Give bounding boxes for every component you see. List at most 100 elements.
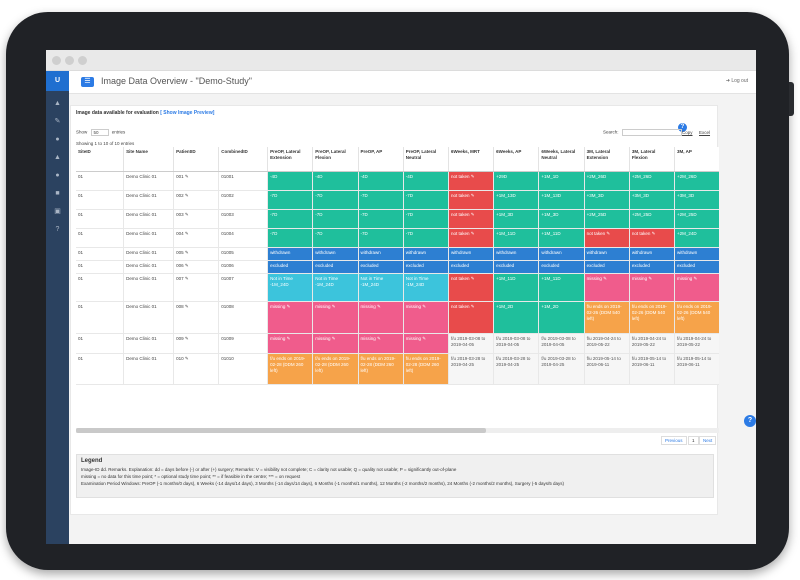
status-cell[interactable]: f/u ends on 2019-02-28 (DDM 260 left)	[267, 353, 314, 385]
status-cell[interactable]: withdrawn	[312, 247, 359, 261]
status-cell[interactable]: -7D	[403, 228, 449, 248]
window-minimize-dot[interactable]	[65, 56, 74, 65]
status-cell[interactable]: f/u 2019-04-24 to 2019-05-22	[629, 333, 676, 354]
status-cell[interactable]: +3M_3D	[674, 190, 719, 210]
status-cell[interactable]: f/u 2019-03-28 to 2019-04-25	[538, 353, 585, 385]
status-cell[interactable]: +1M_3D	[538, 209, 585, 229]
status-cell[interactable]: missing ✎	[358, 301, 404, 334]
status-cell[interactable]: missing ✎	[358, 333, 404, 354]
status-cell[interactable]: +1M_2D	[493, 301, 540, 334]
entries-per-page-select[interactable]: 50	[90, 129, 109, 136]
status-cell[interactable]: -7D	[312, 228, 359, 248]
status-cell[interactable]: excluded	[312, 260, 359, 274]
status-cell[interactable]: withdrawn	[538, 247, 585, 261]
status-cell[interactable]: f/u 2019-05-14 to 2019-06-11	[674, 353, 719, 385]
status-cell[interactable]: withdrawn	[358, 247, 404, 261]
status-cell[interactable]: not taken ✎	[448, 301, 495, 334]
cell-patient[interactable]: 007 ✎	[173, 273, 220, 302]
status-cell[interactable]: f/u ends on 2019-02-28 (DDM 260 left)	[403, 353, 449, 385]
book-icon[interactable]: ▣	[54, 208, 61, 215]
status-cell[interactable]: -7D	[267, 190, 314, 210]
status-cell[interactable]: excluded	[358, 260, 404, 274]
column-header[interactable]: PreOP, AP	[358, 147, 404, 172]
column-header[interactable]: 6Weeks, MRT	[448, 147, 495, 172]
status-cell[interactable]: Not in Time -1M_24D	[403, 273, 449, 302]
status-cell[interactable]: -7D	[358, 209, 404, 229]
column-header[interactable]: 6Weeks, AP	[493, 147, 540, 172]
status-cell[interactable]: f/u 2019-05-14 to 2019-06-11	[629, 353, 676, 385]
status-cell[interactable]: f/u 2019-03-28 to 2019-04-25	[493, 353, 540, 385]
status-cell[interactable]: -7D	[358, 190, 404, 210]
status-cell[interactable]: withdrawn	[448, 247, 495, 261]
help-icon[interactable]: ?	[678, 123, 687, 132]
column-header[interactable]: PreOP, Lateral Extension	[267, 147, 314, 172]
status-cell[interactable]: +1M_11D	[493, 228, 540, 248]
column-header[interactable]: PreOP, Lateral Flexion	[312, 147, 359, 172]
status-cell[interactable]: excluded	[538, 260, 585, 274]
column-header[interactable]: 3M, Lateral Extension	[584, 147, 630, 172]
status-cell[interactable]: -7D	[312, 190, 359, 210]
status-cell[interactable]: +3M_3D	[629, 190, 676, 210]
status-cell[interactable]: f/u 2019-03-28 to 2019-04-25	[448, 353, 495, 385]
status-cell[interactable]: +2M_26D	[584, 171, 630, 191]
status-cell[interactable]: +2M_24D	[674, 228, 719, 248]
status-cell[interactable]: not taken ✎	[448, 273, 495, 302]
show-image-preview-link[interactable]: [ Show Image Preview]	[160, 110, 215, 116]
status-cell[interactable]: -4D	[358, 171, 404, 191]
status-cell[interactable]: missing ✎	[629, 273, 676, 302]
status-cell[interactable]: missing ✎	[267, 333, 314, 354]
horizontal-scrollbar[interactable]	[76, 428, 719, 433]
status-cell[interactable]: +2M_25D	[674, 209, 719, 229]
page-1-button[interactable]: 1	[688, 436, 699, 445]
status-cell[interactable]: f/u 2019-03-08 to 2019-04-05	[448, 333, 495, 354]
status-cell[interactable]: f/u ends on 2019-02-28 (DDM 260 left)	[312, 353, 359, 385]
cell-patient[interactable]: 008 ✎	[173, 301, 220, 334]
status-cell[interactable]: +2M_25D	[584, 209, 630, 229]
status-cell[interactable]: f/u ends on 2019-02-28 (DDM 260 left)	[358, 353, 404, 385]
status-cell[interactable]: not taken ✎	[448, 190, 495, 210]
status-cell[interactable]: +2M_26D	[629, 171, 676, 191]
status-cell[interactable]: missing ✎	[312, 301, 359, 334]
thumbs-up-icon[interactable]: ▲	[54, 100, 61, 107]
cell-patient[interactable]: 001 ✎	[173, 171, 220, 191]
status-cell[interactable]: +1M_13D	[538, 190, 585, 210]
status-cell[interactable]: missing ✎	[267, 301, 314, 334]
window-close-dot[interactable]	[52, 56, 61, 65]
logout-link[interactable]: ➜ Log out	[725, 78, 748, 84]
status-cell[interactable]: Not in Time -1M_24D	[358, 273, 404, 302]
status-cell[interactable]: -7D	[312, 209, 359, 229]
status-cell[interactable]: missing ✎	[403, 333, 449, 354]
status-cell[interactable]: not taken ✎	[584, 228, 630, 248]
status-cell[interactable]: -7D	[267, 209, 314, 229]
copy-button[interactable]: Copy	[682, 130, 693, 135]
column-header[interactable]: 3M, Lateral Flexion	[629, 147, 676, 172]
bell-icon[interactable]: ●	[55, 136, 60, 143]
cell-patient[interactable]: 010 ✎	[173, 353, 220, 385]
status-cell[interactable]: +1M_1D	[538, 171, 585, 191]
excel-button[interactable]: Excel	[699, 130, 711, 135]
status-cell[interactable]: Not in Time -1M_24D	[312, 273, 359, 302]
status-cell[interactable]: withdrawn	[584, 247, 630, 261]
floating-help-icon[interactable]: ?	[744, 415, 756, 427]
cell-patient[interactable]: 002 ✎	[173, 190, 220, 210]
status-cell[interactable]: withdrawn	[267, 247, 314, 261]
status-cell[interactable]: +29D	[493, 171, 540, 191]
status-cell[interactable]: f/u ends on 2019-02-26 (DDM 540 left)	[629, 301, 676, 334]
status-cell[interactable]: excluded	[448, 260, 495, 274]
window-maximize-dot[interactable]	[78, 56, 87, 65]
scrollbar-thumb[interactable]	[76, 428, 486, 433]
status-cell[interactable]: Not in Time -1M_24D	[267, 273, 314, 302]
previous-page-button[interactable]: Previous	[661, 436, 687, 445]
search-input[interactable]	[621, 129, 682, 136]
status-cell[interactable]: -7D	[403, 209, 449, 229]
status-cell[interactable]: +1M_11D	[538, 273, 585, 302]
status-cell[interactable]: withdrawn	[674, 247, 719, 261]
status-cell[interactable]: excluded	[267, 260, 314, 274]
status-cell[interactable]: not taken ✎	[448, 228, 495, 248]
pencil-icon[interactable]: ✎	[54, 118, 61, 125]
status-cell[interactable]: +2M_26D	[674, 171, 719, 191]
status-cell[interactable]: excluded	[493, 260, 540, 274]
status-cell[interactable]: +1M_3D	[493, 209, 540, 229]
status-cell[interactable]: missing ✎	[674, 273, 719, 302]
cell-patient[interactable]: 004 ✎	[173, 228, 220, 248]
